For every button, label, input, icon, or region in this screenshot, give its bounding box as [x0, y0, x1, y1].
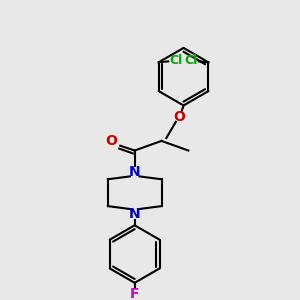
Text: N: N [129, 165, 140, 178]
Text: Cl: Cl [169, 54, 182, 67]
Text: N: N [129, 207, 140, 221]
Text: F: F [130, 287, 140, 300]
Text: O: O [106, 134, 118, 148]
Text: Cl: Cl [184, 54, 198, 67]
Text: O: O [173, 110, 185, 124]
